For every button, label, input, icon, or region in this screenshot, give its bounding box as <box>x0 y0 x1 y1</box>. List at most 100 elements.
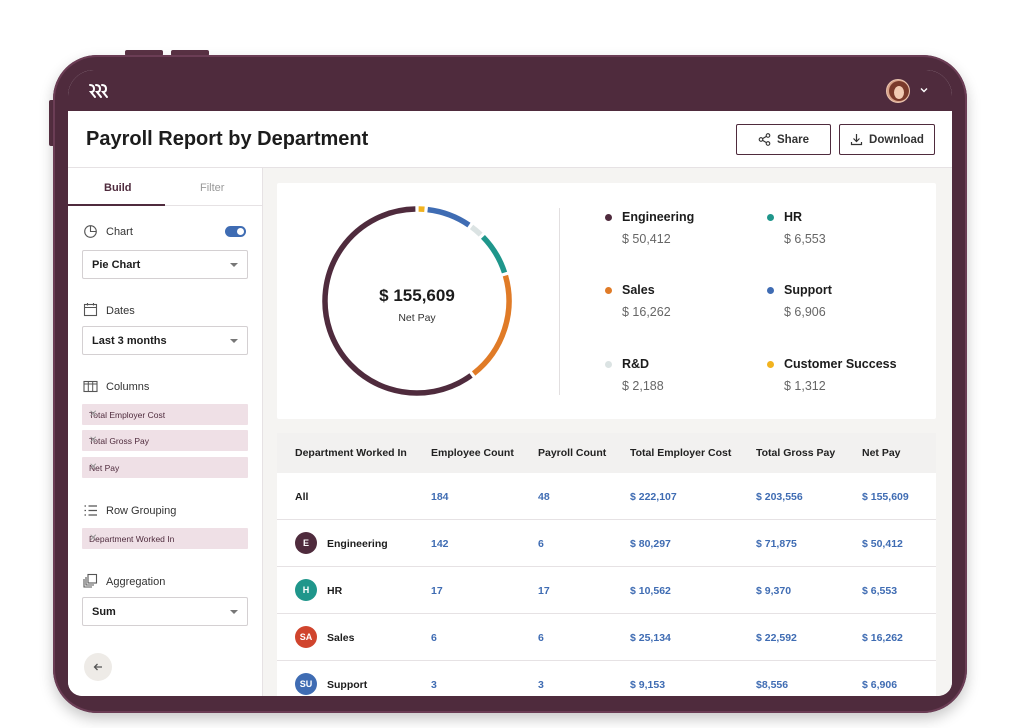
close-icon[interactable]: ✕ <box>89 533 98 544</box>
column-chip[interactable]: Total Gross Pay ✕ <box>82 430 248 451</box>
close-icon[interactable]: ✕ <box>89 435 98 446</box>
column-header[interactable]: Payroll Count <box>538 447 607 459</box>
table-cell: $ 16,262 <box>862 632 903 644</box>
table-cell: 6 <box>538 632 544 644</box>
columns-label: Columns <box>106 381 150 393</box>
arrow-left-icon <box>93 663 102 671</box>
legend-value: $ 6,553 <box>784 232 826 246</box>
legend-dot <box>767 214 774 221</box>
legend-value: $ 16,262 <box>622 305 671 319</box>
table-cell: $ 50,412 <box>862 538 903 550</box>
legend-name: Support <box>784 283 832 297</box>
caret-down-icon <box>230 339 238 343</box>
donut-chart-svg <box>322 206 512 396</box>
department-badge: SA <box>295 626 317 648</box>
department-name: HR <box>327 585 343 597</box>
report-content: $ 155,609 Net Pay Engineering $ 50,412 H… <box>263 168 952 696</box>
device-button <box>49 100 55 146</box>
table-row[interactable]: SU Support 3 3 $ 9,153 $8,556 $ 6,906 <box>277 661 936 696</box>
sidebar-tabs: Build Filter <box>68 168 263 206</box>
department-badge: SU <box>295 673 317 695</box>
table-cell: 3 <box>538 679 544 691</box>
table-row[interactable]: SA Sales 6 6 $ 25,134 $ 22,592 $ 16,262 <box>277 614 936 661</box>
report-builder-sidebar: Build Filter Chart Pie Chart Dates Last … <box>68 168 263 696</box>
column-chip[interactable]: Total Employer Cost ✕ <box>82 404 248 425</box>
legend-dot <box>605 287 612 294</box>
aggregation-value: Sum <box>92 606 116 618</box>
list-icon <box>84 505 97 516</box>
close-icon[interactable]: ✕ <box>89 462 98 473</box>
calendar-icon <box>83 303 98 317</box>
aggregation-icon <box>83 573 98 588</box>
legend-name: Engineering <box>622 210 695 224</box>
donut-segment-sales[interactable] <box>471 274 512 376</box>
legend-dot <box>605 214 612 221</box>
department-badge: H <box>295 579 317 601</box>
top-bar <box>68 70 952 111</box>
share-button[interactable]: Share <box>736 124 831 155</box>
payroll-table: Department Worked In Employee Count Payr… <box>277 433 936 696</box>
column-header[interactable]: Department Worked In <box>295 447 407 459</box>
table-cell: $ 222,107 <box>630 491 677 503</box>
aggregation-label: Aggregation <box>106 576 166 588</box>
table-cell: $ 80,297 <box>630 538 671 550</box>
table-cell: 3 <box>431 679 437 691</box>
chart-toggle[interactable] <box>225 226 246 237</box>
table-row[interactable]: E Engineering 142 6 $ 80,297 $ 71,875 $ … <box>277 520 936 567</box>
column-header[interactable]: Net Pay <box>862 447 901 459</box>
row-grouping-chip[interactable]: Department Worked In ✕ <box>82 528 248 549</box>
table-cell: 184 <box>431 491 449 503</box>
close-icon[interactable]: ✕ <box>89 409 98 420</box>
legend-dot <box>605 361 612 368</box>
download-button[interactable]: Download <box>839 124 935 155</box>
table-cell: $ 9,370 <box>756 585 792 597</box>
donut-segment-engineering[interactable] <box>322 206 473 396</box>
caret-down-icon <box>230 610 238 614</box>
legend-dot <box>767 361 774 368</box>
department-name: Support <box>327 679 368 691</box>
tab-filter[interactable]: Filter <box>200 182 225 194</box>
legend-value: $ 1,312 <box>784 379 826 393</box>
table-cell: $ 6,553 <box>862 585 898 597</box>
legend-name: Customer Success <box>784 357 897 371</box>
table-cell: $ 22,592 <box>756 632 797 644</box>
column-header[interactable]: Employee Count <box>431 447 514 459</box>
chip-label: Total Gross Pay <box>89 436 149 446</box>
donut-segment-support[interactable] <box>427 206 471 228</box>
dates-label: Dates <box>106 305 135 317</box>
tab-build[interactable]: Build <box>104 182 132 194</box>
column-header[interactable]: Total Gross Pay <box>756 447 836 459</box>
page-header: Payroll Report by Department Share Downl… <box>68 111 952 168</box>
chart-type-value: Pie Chart <box>92 259 141 271</box>
table-row[interactable]: H HR 17 17 $ 10,562 $ 9,370 $ 6,553 <box>277 567 936 614</box>
legend-dot <box>767 287 774 294</box>
back-button[interactable] <box>84 653 112 681</box>
dates-select[interactable]: Last 3 months <box>82 326 248 355</box>
donut-chart: $ 155,609 Net Pay <box>319 203 515 399</box>
legend-name: R&D <box>622 357 650 371</box>
chevron-down-icon[interactable] <box>919 85 929 95</box>
device-button <box>171 50 209 56</box>
donut-segment-r-d[interactable] <box>469 224 483 237</box>
aggregation-select[interactable]: Sum <box>82 597 248 626</box>
share-label: Share <box>777 133 809 146</box>
legend-value: $ 6,906 <box>784 305 826 319</box>
chip-label: Total Employer Cost <box>89 410 166 420</box>
column-chip[interactable]: Net Pay ✕ <box>82 457 248 478</box>
app-logo-icon <box>88 84 108 98</box>
table-cell: $ 71,875 <box>756 538 797 550</box>
share-icon <box>758 133 771 146</box>
column-header[interactable]: Total Employer Cost <box>630 447 732 459</box>
user-avatar[interactable] <box>886 79 910 103</box>
table-cell: $ 155,609 <box>862 491 909 503</box>
donut-segment-hr[interactable] <box>480 234 508 274</box>
chart-type-select[interactable]: Pie Chart <box>82 250 248 279</box>
dates-value: Last 3 months <box>92 335 167 347</box>
department-name: Sales <box>327 632 355 644</box>
table-header: Department Worked In Employee Count Payr… <box>277 433 936 473</box>
table-row[interactable]: All 184 48 $ 222,107 $ 203,556 $ 155,609 <box>277 473 936 520</box>
summary-card: $ 155,609 Net Pay Engineering $ 50,412 H… <box>277 183 936 419</box>
table-cell: 6 <box>431 632 437 644</box>
page-title: Payroll Report by Department <box>86 128 369 150</box>
chip-label: Net Pay <box>89 463 120 473</box>
